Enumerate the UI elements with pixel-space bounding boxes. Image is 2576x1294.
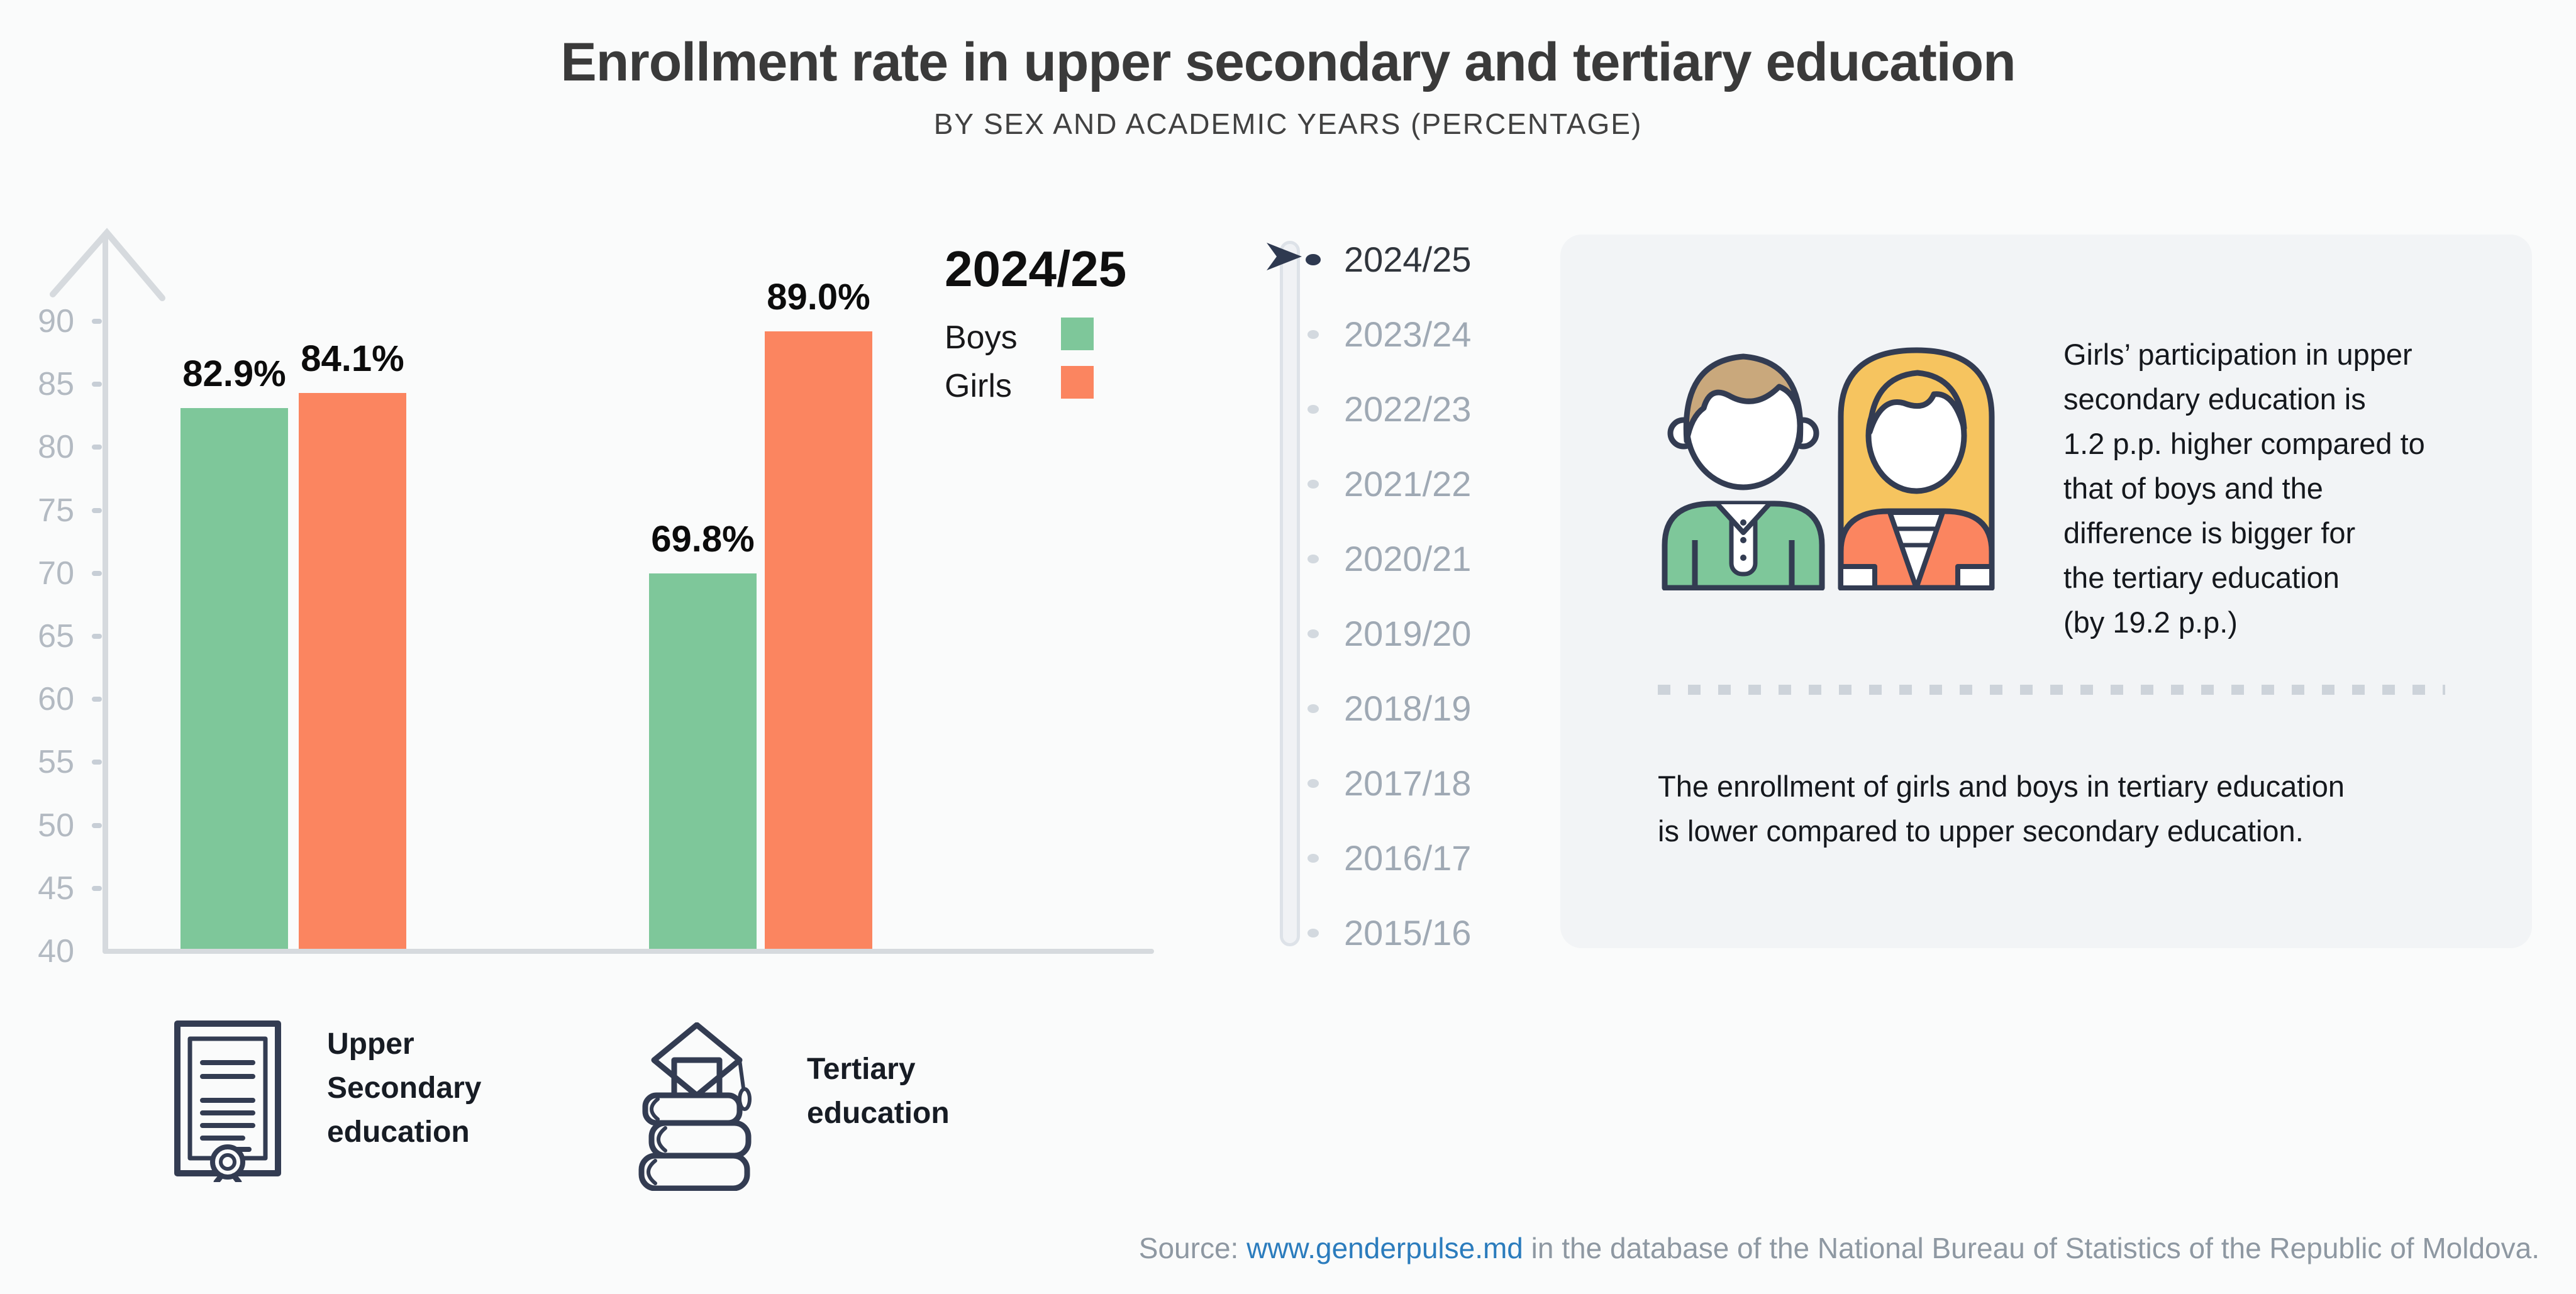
timeline-track[interactable] <box>1280 241 1300 946</box>
y-axis-tick <box>92 697 102 702</box>
y-axis-tick <box>92 760 102 765</box>
y-axis-tick-label: 70 <box>38 555 74 592</box>
y-axis-line <box>103 231 108 954</box>
timeline-year-2022-23[interactable]: 2022/23 <box>1344 389 1472 429</box>
timeline-dot <box>1307 330 1319 339</box>
bar-value-label: 69.8% <box>651 519 755 560</box>
bar-boys-upper-secondary-education[interactable] <box>180 408 288 949</box>
y-axis-tick <box>92 445 102 450</box>
y-axis-tick <box>92 507 102 513</box>
timeline-year-2019-20[interactable]: 2019/20 <box>1344 614 1472 653</box>
legend-swatch-boys <box>1061 318 1094 350</box>
academic-year-timeline: 2024/25 2023/24 2022/23 2021/22 2020/21 2019/… <box>1252 233 1654 981</box>
y-axis-tick-label: 85 <box>38 366 74 403</box>
y-axis-tick <box>92 634 102 639</box>
x-axis-line <box>103 949 1154 954</box>
y-axis-tick-label: 80 <box>38 429 74 466</box>
boy-girl-avatars-icon <box>1662 347 1995 590</box>
bar-value-label: 84.1% <box>301 338 404 379</box>
books-graduation-cap-icon <box>638 1022 752 1191</box>
y-axis-tick <box>92 822 102 828</box>
insight-panel: Girls’ participation in upper secondary … <box>1560 235 2532 948</box>
source-suffix: in the database of the National Bureau o… <box>1523 1232 2540 1264</box>
bar-boys-tertiary-education[interactable] <box>649 573 757 949</box>
y-axis-tick-label: 45 <box>38 870 74 907</box>
timeline-year-2016-17[interactable]: 2016/17 <box>1344 838 1472 878</box>
timeline-dot <box>1307 854 1319 863</box>
y-axis-tick-label: 90 <box>38 303 74 340</box>
legend-label-boys: Boys <box>945 319 1018 356</box>
note-text: The enrollment of girls and boys in tert… <box>1658 770 2345 848</box>
page-subtitle: BY SEX AND ACADEMIC YEARS (PERCENTAGE) <box>933 108 1643 140</box>
insight-text: Girls’ participation in upper secondary … <box>2063 338 2425 639</box>
timeline-dot <box>1307 629 1319 638</box>
timeline-dot <box>1307 405 1319 414</box>
genderpulse-link[interactable]: www.genderpulse.md <box>1246 1232 1523 1264</box>
timeline-cursor-icon[interactable] <box>1267 243 1303 273</box>
timeline-year-2020-21[interactable]: 2020/21 <box>1344 539 1472 578</box>
timeline-dot <box>1307 704 1319 713</box>
diploma-icon <box>174 1020 281 1182</box>
dashed-divider <box>1658 685 2445 695</box>
y-axis-tick-label: 60 <box>38 681 74 718</box>
tertiary-label: Tertiary education <box>807 1053 950 1130</box>
timeline-year-2023-24[interactable]: 2023/24 <box>1344 314 1472 354</box>
y-axis-tick-label: 75 <box>38 492 74 529</box>
timeline-year-2018-19[interactable]: 2018/19 <box>1344 688 1472 728</box>
bar-girls-tertiary-education[interactable] <box>765 331 872 949</box>
source-prefix: Source: <box>1138 1232 1247 1264</box>
y-axis-tick-label: 40 <box>38 933 74 970</box>
y-axis-tick-label: 50 <box>38 807 74 844</box>
upper-secondary-label: Upper Secondary education <box>327 1027 482 1149</box>
page-title: Enrollment rate in upper secondary and t… <box>560 32 2016 92</box>
legend-swatch-girls <box>1061 366 1094 399</box>
legend-label-girls: Girls <box>945 368 1012 404</box>
timeline-year-2021-22[interactable]: 2021/22 <box>1344 464 1472 504</box>
timeline-year-2024-25[interactable]: 2024/25 <box>1344 240 1472 279</box>
bar-girls-upper-secondary-education[interactable] <box>299 393 406 949</box>
y-axis-tick <box>92 570 102 576</box>
bar-value-label: 82.9% <box>182 353 286 394</box>
legend-year-title: 2024/25 <box>945 241 1127 297</box>
timeline-year-2017-18[interactable]: 2017/18 <box>1344 763 1472 803</box>
y-axis-tick-label: 65 <box>38 618 74 655</box>
timeline-dot <box>1307 779 1319 788</box>
timeline-year-2015-16[interactable]: 2015/16 <box>1344 913 1472 953</box>
source-line: Source: www.genderpulse.md in the databa… <box>1139 1231 2540 1265</box>
y-axis-tick <box>92 319 102 324</box>
bar-value-label: 89.0% <box>767 277 870 318</box>
timeline-dot <box>1307 480 1319 489</box>
timeline-dot <box>1307 929 1319 937</box>
timeline-dot-selected <box>1306 254 1321 265</box>
y-axis-tick <box>92 382 102 387</box>
y-axis-tick <box>92 885 102 891</box>
y-axis-tick-label: 55 <box>38 744 74 781</box>
timeline-dot <box>1307 555 1319 563</box>
